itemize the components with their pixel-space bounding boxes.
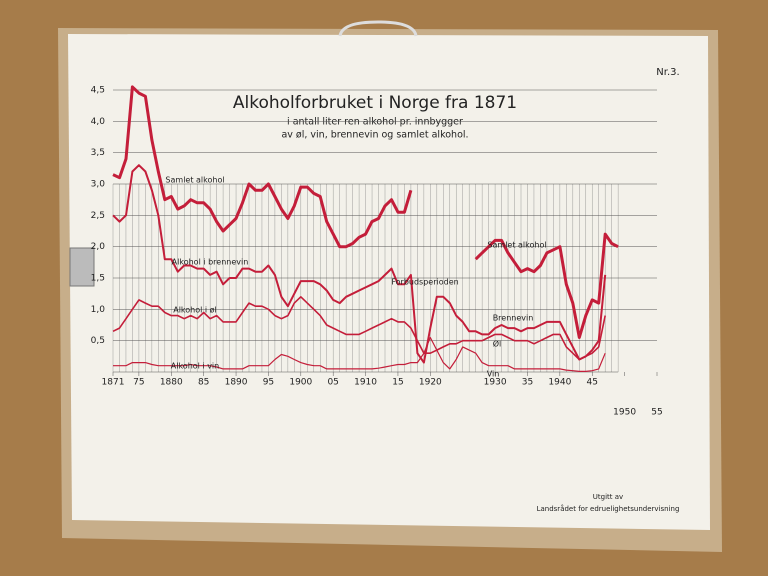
y-tick-label: 1,0: [91, 305, 106, 315]
annotation: Samlet alkohol: [487, 241, 546, 250]
x-tick-label: 1871: [102, 378, 125, 388]
annotation: Øl: [493, 339, 502, 349]
x-tick-label: 1950: [613, 408, 636, 418]
x-tick-label: 1940: [548, 378, 571, 388]
x-tick-label: 1920: [419, 378, 442, 388]
x-tick-label: 1900: [289, 378, 312, 388]
y-tick-label: 4,5: [91, 86, 105, 96]
x-tick-label: 45: [587, 378, 598, 388]
x-tick-label: 85: [198, 378, 209, 388]
series-line: [112, 296, 606, 361]
footer: Utgitt av: [593, 493, 623, 501]
y-tick-label: 4,0: [91, 117, 106, 127]
y-tick-label: 2,0: [91, 242, 106, 252]
footer: Landsrådet for edruelighetsundervisning: [537, 504, 680, 513]
poster: [68, 34, 710, 530]
y-tick-label: 3,0: [91, 180, 106, 190]
corner-label: Nr.3.: [656, 67, 679, 78]
series-line: [112, 164, 607, 364]
series-label: Alkohol i brennevin: [172, 258, 249, 267]
subtitle: av øl, vin, brennevin og samlet alkohol.: [281, 130, 468, 141]
x-tick-label: 1890: [225, 378, 248, 388]
x-tick-label: 35: [522, 378, 533, 388]
x-tick-label: 1880: [160, 378, 183, 388]
subtitle: i antall liter ren alkohol pr. innbygger: [287, 117, 463, 128]
series-line: [112, 85, 619, 339]
x-tick-label: 05: [327, 378, 338, 388]
annotation: Brennevin: [493, 314, 534, 323]
x-tick-label: 15: [392, 378, 403, 388]
y-tick-label: 0,5: [91, 336, 105, 346]
series-label: Alkohol i vin: [171, 362, 219, 371]
chart-title: Alkoholforbruket i Norge fra 1871: [233, 93, 517, 113]
x-tick-label: 55: [651, 408, 662, 418]
annotation: Vin: [487, 370, 500, 379]
series-label: Alkohol i øl: [173, 306, 217, 315]
x-tick-label: 95: [263, 378, 274, 388]
x-tick-label: 75: [133, 378, 144, 388]
annotation: Forbudsperioden: [391, 278, 458, 287]
clip: [69, 247, 95, 287]
series-label: Samlet alkohol: [165, 176, 224, 185]
y-tick-label: 3,5: [91, 148, 105, 158]
y-tick-label: 1,5: [91, 274, 105, 284]
hanger: [338, 20, 418, 37]
series-line: [113, 336, 606, 372]
y-tick-label: 2,5: [91, 211, 105, 221]
x-tick-label: 1910: [354, 378, 377, 388]
x-tick-label: 1930: [484, 378, 507, 388]
